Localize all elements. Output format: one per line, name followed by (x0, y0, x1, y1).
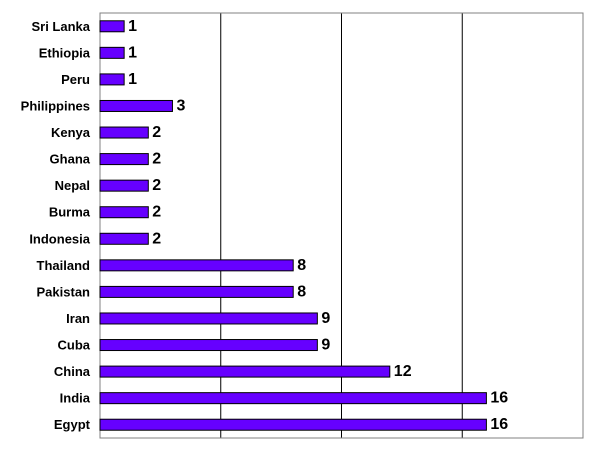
bar-nepal (99, 179, 149, 192)
category-label-peru: Peru (61, 72, 90, 87)
category-label-ghana: Ghana (50, 152, 91, 167)
bar-kenya (99, 126, 149, 139)
category-label-burma: Burma (49, 205, 91, 220)
value-label-burma: 2 (152, 204, 161, 221)
bar-iran (99, 312, 318, 325)
plot-area-frame (99, 12, 584, 439)
value-label-philippines: 3 (176, 97, 185, 114)
bar-china (99, 365, 391, 378)
value-label-peru: 1 (128, 71, 137, 88)
category-label-cuba: Cuba (58, 338, 91, 353)
category-label-india: India (60, 391, 91, 406)
bar-pakistan (99, 285, 294, 298)
category-label-ethiopia: Ethiopia (39, 45, 91, 60)
value-label-thailand: 8 (297, 257, 306, 274)
category-label-philippines: Philippines (21, 98, 90, 113)
category-label-sri-lanka: Sri Lanka (31, 19, 90, 34)
bar-india (99, 392, 487, 405)
category-label-pakistan: Pakistan (37, 284, 91, 299)
bar-ethiopia (99, 46, 125, 59)
category-label-egypt: Egypt (54, 417, 91, 432)
value-label-iran: 9 (321, 310, 330, 327)
value-label-indonesia: 2 (152, 230, 161, 247)
value-label-nepal: 2 (152, 177, 161, 194)
value-label-india: 16 (490, 390, 508, 407)
bar-burma (99, 206, 149, 219)
bars (99, 20, 487, 431)
category-label-china: China (54, 364, 91, 379)
value-label-ethiopia: 1 (128, 44, 137, 61)
bar-sri-lanka (99, 20, 125, 33)
value-label-cuba: 9 (321, 337, 330, 354)
category-labels: Sri Lanka Ethiopia Peru Philippines Kenya Gha… (21, 19, 91, 432)
category-label-thailand: Thailand (37, 258, 91, 273)
value-label-pakistan: 8 (297, 283, 306, 300)
bar-peru (99, 73, 125, 86)
value-label-sri-lanka: 1 (128, 18, 137, 35)
value-label-china: 12 (394, 363, 412, 380)
bar-thailand (99, 259, 294, 272)
category-label-iran: Iran (66, 311, 90, 326)
category-label-indonesia: Indonesia (29, 231, 90, 246)
bar-indonesia (99, 232, 149, 245)
category-label-nepal: Nepal (55, 178, 90, 193)
bar-philippines (99, 99, 173, 112)
bar-cuba (99, 339, 318, 352)
value-label-ghana: 2 (152, 151, 161, 168)
bar-ghana (99, 153, 149, 166)
value-label-egypt: 16 (490, 416, 508, 433)
bar-egypt (99, 418, 487, 431)
value-label-kenya: 2 (152, 124, 161, 141)
category-label-kenya: Kenya (51, 125, 91, 140)
